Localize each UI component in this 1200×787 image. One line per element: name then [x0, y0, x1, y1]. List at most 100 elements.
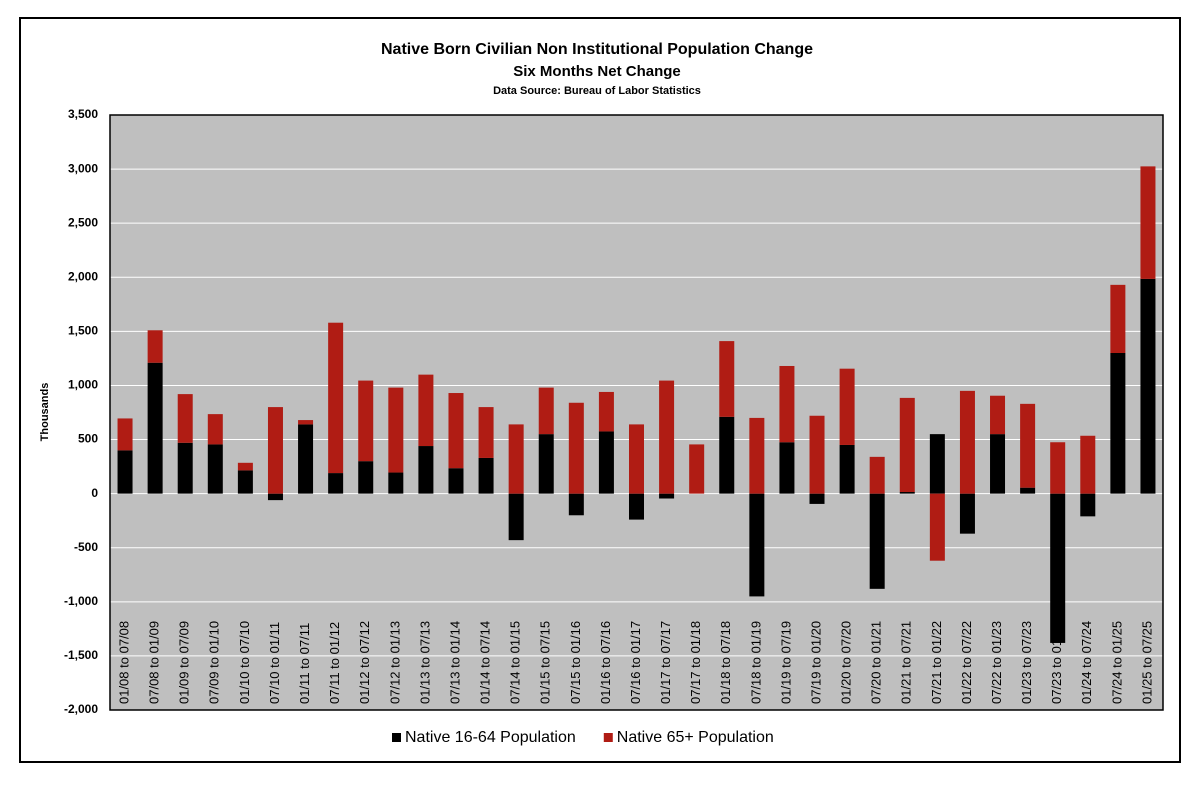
- legend-swatch: [603, 733, 613, 742]
- x-tick-label: 01/20 to 07/20: [839, 621, 854, 704]
- plot-border: [109, 114, 1164, 711]
- x-tick-label: 01/24 to 07/24: [1079, 621, 1094, 704]
- bar: [779, 365, 795, 443]
- x-tick-label: 01/13 to 07/13: [417, 621, 432, 704]
- bar: [508, 424, 524, 494]
- bar: [990, 395, 1006, 435]
- y-tick-label: 0: [91, 486, 98, 500]
- x-tick-label: 07/24 to 01/25: [1109, 621, 1124, 704]
- bar: [749, 417, 765, 494]
- x-tick-label: 07/12 to 01/13: [387, 621, 402, 704]
- x-tick-label: 01/12 to 07/12: [357, 621, 372, 704]
- x-tick-label: 01/09 to 07/09: [177, 621, 192, 704]
- bar: [659, 493, 675, 499]
- chart-source: Data Source: Bureau of Labor Statistics: [493, 85, 701, 97]
- bar: [1080, 435, 1096, 494]
- x-tick-label: 07/14 to 01/15: [508, 621, 523, 704]
- bar: [568, 493, 584, 516]
- y-tick-label: 500: [78, 432, 98, 446]
- y-tick-label: -500: [74, 540, 98, 554]
- x-tick-label: 01/16 to 07/16: [598, 621, 613, 704]
- bar: [899, 492, 915, 494]
- bar: [779, 442, 795, 494]
- bar: [809, 493, 825, 504]
- bar: [358, 461, 374, 494]
- y-tick-label: -1,500: [64, 648, 98, 662]
- x-tick-label: 01/19 to 07/19: [778, 621, 793, 704]
- y-tick-label: 2,500: [68, 215, 98, 229]
- bar: [629, 424, 644, 494]
- x-tick-label: 01/23 to 07/23: [1019, 621, 1034, 704]
- bar: [147, 362, 163, 494]
- x-tick-label: 01/17 to 07/17: [658, 621, 673, 704]
- bar: [839, 368, 855, 445]
- bar: [869, 493, 885, 589]
- bar: [719, 416, 735, 494]
- bar: [719, 341, 735, 417]
- bar: [959, 493, 975, 534]
- bar: [478, 457, 494, 494]
- y-tick-label: 3,500: [68, 107, 98, 121]
- x-tick-label: 01/18 to 07/18: [718, 621, 733, 704]
- bar: [990, 434, 1006, 494]
- x-tick-label: 07/21 to 01/22: [929, 621, 944, 704]
- bar: [1050, 493, 1066, 643]
- bar: [207, 444, 223, 494]
- bar: [267, 493, 283, 501]
- x-tick-label: 07/20 to 01/21: [869, 621, 884, 704]
- chart-title: Native Born Civilian Non Institutional P…: [381, 41, 813, 58]
- bar: [568, 402, 584, 494]
- bar: [1110, 284, 1126, 353]
- x-tick-label: 01/14 to 07/14: [478, 621, 493, 704]
- bar: [448, 468, 464, 494]
- x-tick-label: 01/10 to 07/10: [237, 621, 252, 704]
- x-tick-label: 01/22 to 07/22: [959, 621, 974, 704]
- bar: [1020, 487, 1036, 494]
- bar: [418, 374, 434, 447]
- bar: [899, 397, 915, 493]
- x-tick-label: 07/09 to 01/10: [207, 621, 222, 704]
- plot-area: [110, 115, 1163, 710]
- y-tick-label: 2,000: [68, 269, 98, 283]
- bar: [929, 434, 945, 494]
- y-axis-label: Thousands: [39, 383, 51, 442]
- bar: [1050, 442, 1066, 494]
- x-tick-label: 07/17 to 01/18: [688, 621, 703, 704]
- bar: [237, 462, 253, 471]
- x-tick-label: 01/25 to 07/25: [1139, 621, 1154, 704]
- x-tick-label: 07/15 to 01/16: [568, 621, 583, 704]
- legend-label: Native 16-64 Population: [405, 729, 576, 746]
- bar: [659, 380, 675, 494]
- x-tick-label: 01/21 to 07/21: [899, 621, 914, 704]
- y-tick-label: -1,000: [64, 594, 98, 608]
- bar: [117, 450, 133, 494]
- bar: [959, 390, 975, 494]
- bar: [929, 493, 945, 561]
- bar: [177, 394, 193, 443]
- bar: [328, 322, 344, 474]
- bar: [358, 380, 374, 462]
- bar: [1110, 353, 1126, 494]
- bar: [1080, 493, 1096, 517]
- chart-subtitle: Six Months Net Change: [513, 63, 681, 80]
- legend-swatch: [392, 733, 401, 742]
- x-tick-label: 07/08 to 01/09: [147, 621, 162, 704]
- x-tick-label: 07/22 to 01/23: [989, 621, 1004, 704]
- x-tick-label: 01/08 to 07/08: [116, 621, 131, 704]
- bar: [1140, 166, 1156, 279]
- x-tick-label: 01/15 to 07/15: [538, 621, 553, 704]
- x-tick-label: 07/16 to 01/17: [628, 621, 643, 704]
- bar: [207, 414, 223, 445]
- bar: [749, 493, 765, 597]
- bar: [598, 391, 614, 432]
- bar: [328, 473, 344, 494]
- bar: [1140, 278, 1156, 494]
- bar: [237, 470, 253, 494]
- bar: [388, 472, 404, 494]
- bar: [448, 393, 464, 469]
- x-tick-label: 01/11 to 07/11: [297, 623, 312, 704]
- bar: [117, 418, 133, 451]
- x-tick-label: 07/10 to 01/11: [267, 622, 282, 704]
- bar: [1020, 403, 1036, 488]
